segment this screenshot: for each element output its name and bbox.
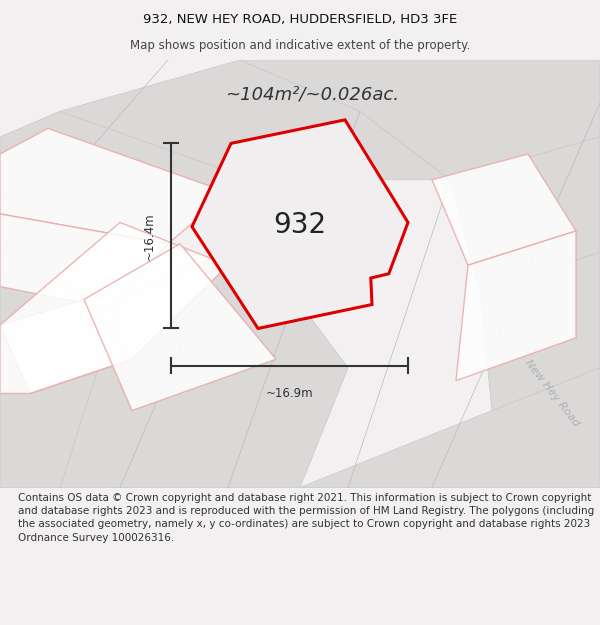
Polygon shape <box>60 60 450 180</box>
Polygon shape <box>450 137 600 291</box>
Text: Map shows position and indicative extent of the property.: Map shows position and indicative extent… <box>130 39 470 51</box>
Polygon shape <box>0 214 168 308</box>
Polygon shape <box>240 60 600 180</box>
Polygon shape <box>84 244 276 411</box>
Text: ~104m²/~0.026ac.: ~104m²/~0.026ac. <box>225 85 399 103</box>
Text: 932, NEW HEY ROAD, HUDDERSFIELD, HD3 3FE: 932, NEW HEY ROAD, HUDDERSFIELD, HD3 3FE <box>143 12 457 26</box>
Polygon shape <box>0 197 180 299</box>
Text: New Hey Road: New Hey Road <box>523 358 581 429</box>
Text: 932: 932 <box>274 211 326 239</box>
Polygon shape <box>0 299 132 394</box>
Polygon shape <box>456 231 576 381</box>
Polygon shape <box>0 111 252 231</box>
Polygon shape <box>60 239 348 488</box>
Text: Contains OS data © Crown copyright and database right 2021. This information is : Contains OS data © Crown copyright and d… <box>18 493 594 542</box>
Polygon shape <box>480 253 600 411</box>
Polygon shape <box>0 222 228 394</box>
Text: ~16.4m: ~16.4m <box>143 212 156 260</box>
Polygon shape <box>0 128 228 244</box>
Polygon shape <box>300 368 600 488</box>
Polygon shape <box>432 154 576 265</box>
Polygon shape <box>192 120 408 329</box>
Polygon shape <box>0 274 120 488</box>
Text: ~16.9m: ~16.9m <box>266 387 313 400</box>
